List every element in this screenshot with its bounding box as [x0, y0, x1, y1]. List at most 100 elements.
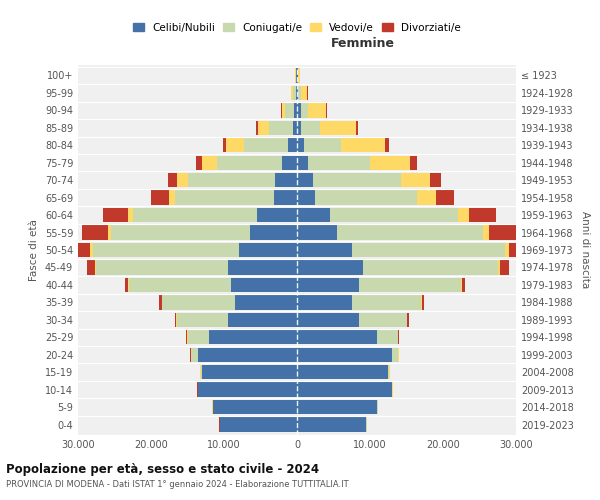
Bar [421, 295, 422, 310]
Bar [297, 295, 352, 310]
Bar [418, 190, 436, 205]
Bar [297, 208, 330, 222]
Bar [244, 138, 288, 152]
Bar [370, 156, 410, 170]
Bar [313, 173, 401, 188]
Bar [509, 243, 530, 257]
Bar [297, 138, 304, 152]
Bar [297, 260, 362, 274]
Bar [352, 295, 421, 310]
Bar [301, 120, 320, 135]
Bar [385, 138, 389, 152]
Bar [505, 243, 509, 257]
Bar [356, 120, 358, 135]
Bar [294, 103, 297, 118]
Bar [250, 226, 297, 239]
Bar [407, 312, 409, 327]
Bar [297, 365, 388, 380]
Bar [103, 208, 128, 222]
Bar [320, 120, 356, 135]
Bar [315, 190, 418, 205]
Bar [297, 226, 337, 239]
Bar [298, 86, 301, 100]
Bar [296, 68, 297, 82]
Bar [293, 86, 296, 100]
Bar [352, 243, 505, 257]
Bar [458, 208, 469, 222]
Bar [337, 226, 483, 239]
Bar [160, 295, 161, 310]
Bar [410, 156, 418, 170]
Bar [217, 156, 283, 170]
Bar [82, 226, 108, 239]
Bar [227, 260, 297, 274]
Bar [176, 173, 187, 188]
Bar [199, 348, 297, 362]
Bar [200, 365, 202, 380]
Bar [297, 120, 301, 135]
Bar [235, 295, 297, 310]
Bar [461, 278, 463, 292]
Bar [239, 243, 297, 257]
Bar [293, 120, 297, 135]
Text: Popolazione per età, sesso e stato civile - 2024: Popolazione per età, sesso e stato civil… [6, 462, 319, 475]
Bar [259, 120, 269, 135]
Bar [341, 138, 385, 152]
Bar [430, 173, 441, 188]
Bar [308, 103, 326, 118]
Bar [223, 138, 226, 152]
Bar [436, 190, 454, 205]
Bar [297, 330, 377, 344]
Bar [232, 278, 297, 292]
Bar [301, 103, 308, 118]
Bar [286, 103, 294, 118]
Bar [269, 120, 293, 135]
Bar [275, 173, 297, 188]
Bar [88, 260, 95, 274]
Bar [191, 348, 199, 362]
Bar [359, 278, 461, 292]
Bar [297, 156, 308, 170]
Bar [196, 156, 202, 170]
Bar [297, 190, 315, 205]
Bar [297, 348, 392, 362]
Bar [301, 86, 307, 100]
Bar [176, 312, 227, 327]
Bar [162, 295, 235, 310]
Bar [283, 156, 297, 170]
Bar [401, 173, 430, 188]
Bar [288, 138, 297, 152]
Bar [168, 173, 176, 188]
Bar [330, 208, 458, 222]
Bar [362, 260, 498, 274]
Bar [296, 86, 297, 100]
Bar [297, 400, 377, 414]
Bar [111, 226, 250, 239]
Bar [377, 330, 398, 344]
Bar [392, 348, 398, 362]
Bar [298, 68, 300, 82]
Bar [308, 156, 370, 170]
Bar [297, 68, 298, 82]
Bar [422, 295, 424, 310]
Bar [274, 190, 297, 205]
Bar [281, 103, 286, 118]
Bar [209, 330, 297, 344]
Y-axis label: Fasce di età: Fasce di età [29, 219, 39, 281]
Bar [96, 260, 227, 274]
Bar [256, 120, 259, 135]
Bar [498, 260, 500, 274]
Bar [227, 312, 297, 327]
Bar [91, 243, 92, 257]
Bar [95, 260, 96, 274]
Bar [108, 226, 111, 239]
Bar [175, 190, 274, 205]
Bar [469, 208, 496, 222]
Bar [483, 226, 489, 239]
Bar [175, 312, 176, 327]
Bar [128, 208, 133, 222]
Y-axis label: Anni di nascita: Anni di nascita [580, 212, 590, 288]
Bar [202, 156, 217, 170]
Bar [129, 278, 232, 292]
Bar [187, 330, 209, 344]
